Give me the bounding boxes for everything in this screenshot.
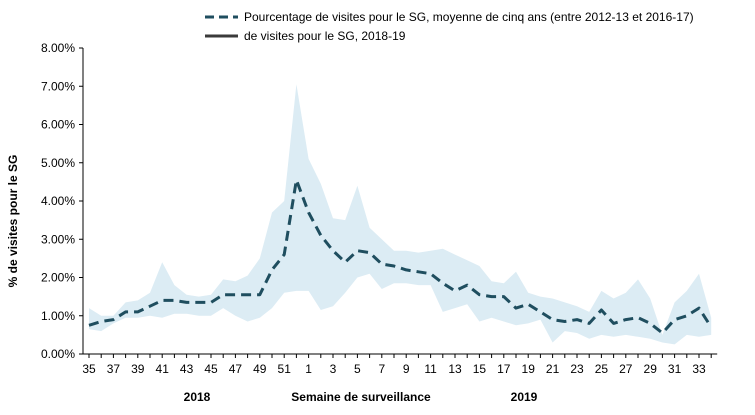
x-tick-label: 41	[156, 362, 170, 376]
y-tick-label: 4.00%	[41, 194, 75, 208]
x-tick-label: 31	[668, 362, 682, 376]
x-tick-label: 37	[107, 362, 121, 376]
legend-label-average: Pourcentage de visites pour le SG, moyen…	[244, 10, 694, 24]
y-tick-label: 2.00%	[41, 271, 75, 285]
x-axis-title: Semaine de surveillance	[291, 390, 431, 404]
x-tick-label: 15	[473, 362, 487, 376]
year-label-2019: 2019	[511, 390, 538, 404]
x-tick-label: 11	[424, 362, 437, 376]
y-axis-title: % de visites pour le SG	[6, 155, 20, 288]
x-tick-label: 9	[403, 362, 410, 376]
x-tick-label: 51	[278, 362, 292, 376]
x-tick-label: 1	[305, 362, 312, 376]
y-tick-label: 8.00%	[41, 41, 75, 55]
y-tick-label: 3.00%	[41, 232, 75, 246]
x-tick-label: 39	[131, 362, 145, 376]
x-axis: 35 37 39 41 43 45 47 49 51 1 3 5 7 9 11 13 15 17 19 21 23 25 2…	[82, 353, 718, 376]
x-tick-label: 29	[644, 362, 658, 376]
x-tick-label: 49	[253, 362, 267, 376]
range-band	[89, 84, 712, 345]
year-label-2018: 2018	[184, 390, 211, 404]
x-tick-label: 5	[354, 362, 361, 376]
y-tick-label: 0.00%	[41, 347, 75, 361]
x-tick-label: 17	[497, 362, 511, 376]
plot-band	[89, 84, 712, 345]
x-tick-label: 47	[229, 362, 243, 376]
y-tick-label: 5.00%	[41, 156, 75, 170]
x-tick-label: 25	[595, 362, 609, 376]
legend: Pourcentage de visites pour le SG, moyen…	[205, 10, 694, 43]
x-tick-label: 3	[330, 362, 337, 376]
x-tick-label: 19	[522, 362, 536, 376]
x-tick-label: 45	[204, 362, 218, 376]
x-tick-label: 23	[570, 362, 584, 376]
legend-label-current: de visites pour le SG, 2018-19	[244, 29, 406, 43]
y-tick-label: 7.00%	[41, 79, 75, 93]
y-axis: 0.00% 1.00% 2.00% 3.00% 4.00% 5.00% 6.00% 7.00%…	[41, 41, 84, 361]
x-tick-label: 13	[448, 362, 462, 376]
x-tick-label: 35	[82, 362, 96, 376]
x-tick-label: 33	[692, 362, 706, 376]
x-tick-label: 21	[546, 362, 560, 376]
x-tick-label: 27	[619, 362, 633, 376]
x-tick-label: 43	[180, 362, 194, 376]
y-tick-label: 6.00%	[41, 118, 75, 132]
x-tick-label: 7	[378, 362, 385, 376]
y-tick-label: 1.00%	[41, 309, 75, 323]
